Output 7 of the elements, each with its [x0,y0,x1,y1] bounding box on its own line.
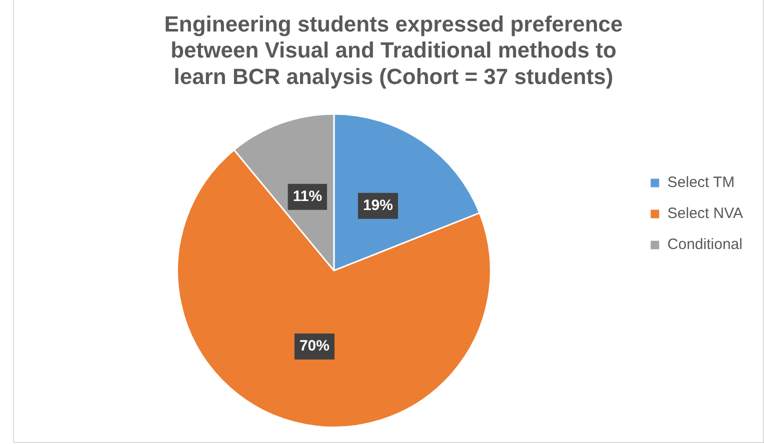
legend-label: Conditional [667,236,742,254]
data-label: 11% [292,188,322,206]
data-label: 70% [299,338,330,355]
legend-label: Select TM [667,174,735,192]
chart-title: Engineering students expressed preference between Visual and Traditional methods to learn BCR analysis (Cohort = 37 students) [164,11,623,90]
data-label: 19% [362,196,393,214]
legend-label: Select NVA [667,205,744,222]
